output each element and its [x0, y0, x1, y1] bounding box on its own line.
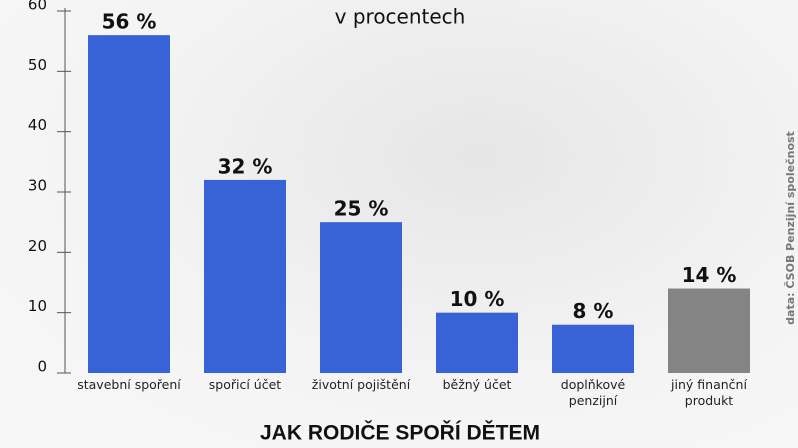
y-tick-label: 50 — [28, 56, 47, 74]
bar — [204, 179, 286, 373]
y-tick-label: 10 — [28, 297, 47, 315]
bar — [436, 312, 518, 373]
bar — [668, 288, 750, 373]
y-tick-label: 60 — [28, 0, 47, 14]
chart-subtitle: v procentech — [335, 5, 466, 29]
value-label: 56 % — [102, 10, 157, 34]
value-label: 32 % — [218, 154, 273, 178]
x-tick-label: doplňkové penzijní — [560, 377, 626, 408]
x-tick-label: spořicí účet — [208, 377, 282, 392]
y-tick-label: 20 — [28, 237, 47, 255]
y-tick-label: 40 — [28, 116, 47, 134]
x-tick-label: stavební spoření — [77, 377, 181, 392]
chart-title: JAK RODIČE SPOŘÍ DĚTEM — [260, 421, 540, 445]
x-tick-label: životní pojištění — [311, 377, 411, 392]
value-label: 10 % — [450, 287, 505, 311]
source: data: ČSOB Penzijní společnost — [784, 131, 797, 325]
bar — [88, 35, 170, 374]
x-tick-label: jiný finanční produkt — [671, 377, 747, 408]
bar — [552, 324, 634, 373]
y-tick-label: 0 — [37, 358, 47, 376]
value-label: 25 % — [334, 197, 389, 221]
value-label: 8 % — [573, 299, 614, 323]
bar — [320, 222, 402, 373]
value-label: 14 % — [682, 263, 737, 287]
x-tick-label: běžný účet — [442, 377, 512, 392]
y-tick-label: 30 — [28, 177, 47, 195]
